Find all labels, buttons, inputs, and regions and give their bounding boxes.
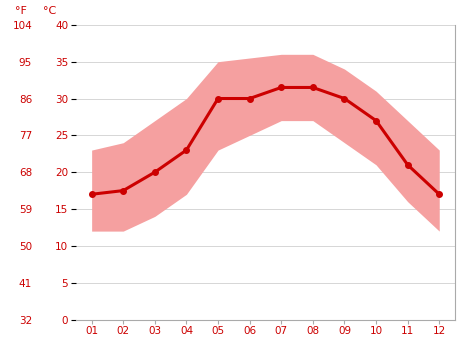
Text: °F: °F xyxy=(15,6,27,16)
Text: °C: °C xyxy=(43,6,56,16)
